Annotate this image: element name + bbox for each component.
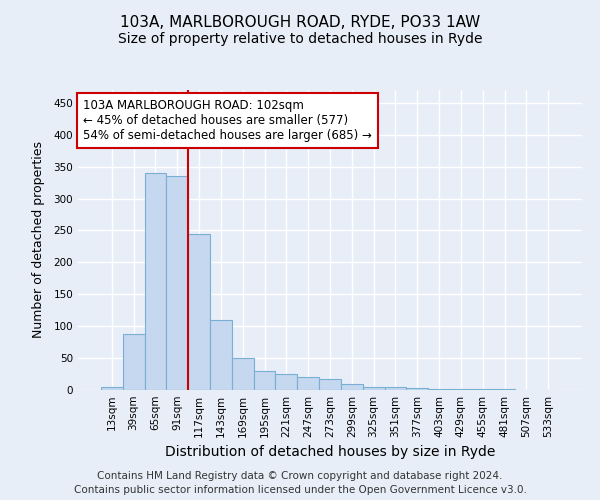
Text: Contains HM Land Registry data © Crown copyright and database right 2024.
Contai: Contains HM Land Registry data © Crown c… [74, 471, 526, 495]
Bar [275, 374, 297, 390]
X-axis label: Distribution of detached houses by size in Ryde: Distribution of detached houses by size … [165, 446, 495, 460]
Bar [319, 378, 341, 390]
Bar [297, 377, 319, 390]
Bar [385, 388, 406, 390]
Bar [188, 234, 210, 390]
Bar [341, 384, 363, 390]
Bar [101, 387, 123, 390]
Text: Size of property relative to detached houses in Ryde: Size of property relative to detached ho… [118, 32, 482, 46]
Bar [123, 334, 145, 390]
Bar [428, 388, 450, 390]
Bar [363, 387, 385, 390]
Text: 103A MARLBOROUGH ROAD: 102sqm
← 45% of detached houses are smaller (577)
54% of : 103A MARLBOROUGH ROAD: 102sqm ← 45% of d… [83, 99, 372, 142]
Bar [232, 358, 254, 390]
Y-axis label: Number of detached properties: Number of detached properties [32, 142, 45, 338]
Bar [254, 371, 275, 390]
Bar [210, 320, 232, 390]
Bar [166, 176, 188, 390]
Text: 103A, MARLBOROUGH ROAD, RYDE, PO33 1AW: 103A, MARLBOROUGH ROAD, RYDE, PO33 1AW [120, 15, 480, 30]
Bar [145, 173, 166, 390]
Bar [406, 388, 428, 390]
